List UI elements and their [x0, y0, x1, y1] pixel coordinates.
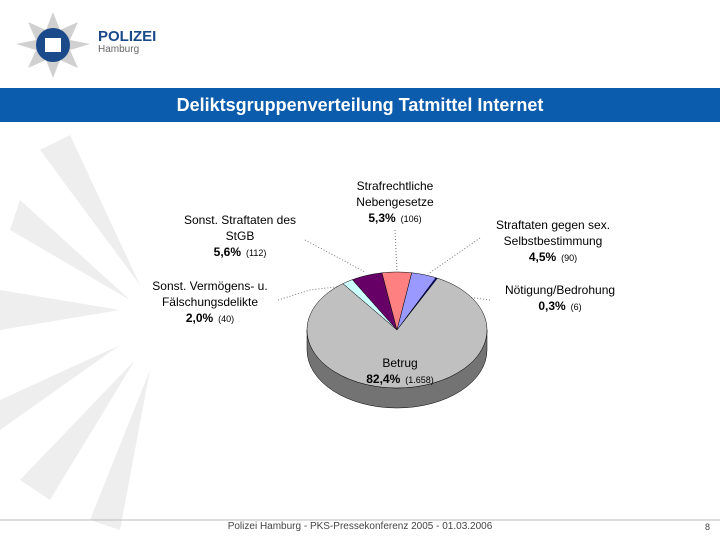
slice-label: Straftaten gegen sex. Selbstbestimmung 4,… [478, 217, 628, 266]
count-label: (1.658) [405, 375, 434, 385]
pie [306, 271, 488, 409]
pie-slice [306, 277, 488, 389]
city: Hamburg [98, 44, 140, 55]
page-number: 8 [704, 522, 710, 532]
count-label: (106) [400, 214, 422, 224]
value-label: 2,0% [185, 311, 214, 325]
category-label: Straftaten gegen sex. Selbstbestimmung [495, 218, 611, 248]
value-label: 4,5% [528, 250, 557, 264]
value-label: 0,3% [538, 299, 566, 313]
category-label: Betrug [382, 356, 418, 370]
logo [16, 12, 90, 78]
background-star [0, 135, 150, 530]
category-label: Sonst. Straftaten des StGB [183, 213, 297, 243]
count-label: (112) [246, 248, 267, 258]
category-label: Nötigung/Bedrohung [504, 283, 616, 297]
value-label: 5,6% [213, 245, 241, 259]
chart-title: Deliktsgruppenverteilung Tatmittel Inter… [176, 95, 544, 115]
category-label: Strafrechtliche Nebengesetze [356, 179, 434, 209]
value-label: 5,3% [368, 211, 396, 225]
slice-label: Nötigung/Bedrohung 0,3% (6) [490, 282, 630, 315]
count-label: (40) [218, 314, 235, 324]
count-label: (6) [570, 302, 582, 312]
slice-label: Sonst. Vermögens- u. Fälschungsdelikte 2,… [140, 278, 280, 327]
slice-label: Strafrechtliche Nebengesetze 5,3% (106) [330, 178, 460, 227]
slice-label: Betrug 82,4% (1.658) [345, 355, 455, 388]
count-label: (90) [561, 253, 578, 263]
brand: POLIZEI [98, 28, 157, 45]
footer-text: Polizei Hamburg - PKS-Pressekonferenz 20… [227, 521, 493, 532]
category-label: Sonst. Vermögens- u. Fälschungsdelikte [152, 279, 268, 309]
title-band [0, 88, 720, 122]
slice-label: Sonst. Straftaten des StGB 5,6% (112) [165, 212, 315, 261]
value-label: 82,4% [366, 372, 401, 386]
